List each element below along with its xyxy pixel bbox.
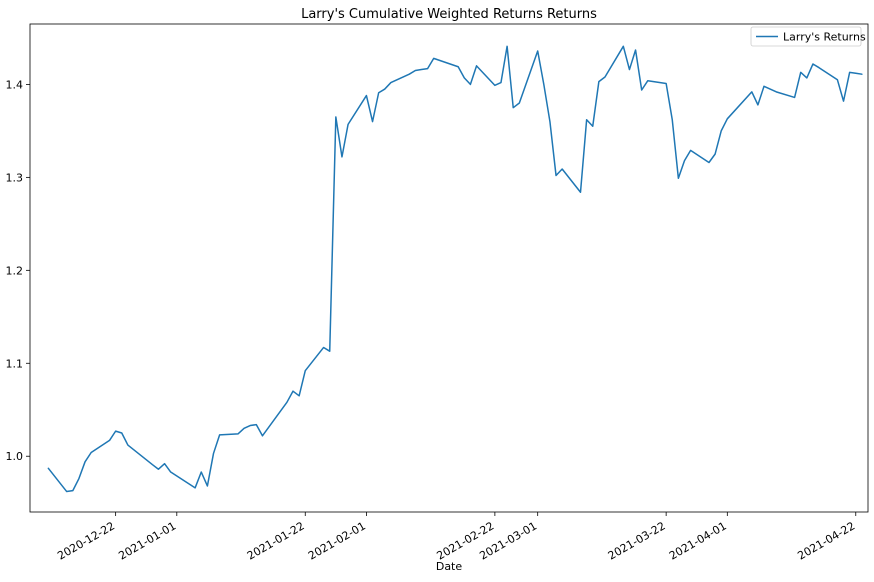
x-tick-label: 2021-01-01: [116, 519, 178, 562]
y-tick-label: 1.1: [6, 357, 24, 370]
chart-title: Larry's Cumulative Weighted Returns Retu…: [301, 7, 597, 22]
x-tick-label: 2021-04-01: [667, 519, 729, 562]
legend-label: Larry's Returns: [783, 31, 866, 44]
y-tick-label: 1.0: [6, 450, 24, 463]
series-line: [47, 45, 863, 493]
legend: Larry's Returns: [750, 26, 866, 47]
y-tick-label: 1.3: [6, 171, 24, 184]
y-tick-label: 1.2: [6, 264, 24, 277]
x-axis-label: Date: [436, 560, 463, 573]
y-axis: 1.0 1.1 1.2 1.3 1.4: [6, 78, 30, 463]
x-tick-label: 2021-02-01: [306, 519, 368, 562]
x-axis: 2020-12-22 2021-01-01 2021-01-22 2021-02-01…: [55, 512, 857, 563]
x-tick-label: 2020-12-22: [55, 519, 117, 562]
x-tick-label: 2021-04-22: [795, 519, 857, 562]
legend-box: [750, 26, 862, 47]
plot-area: [29, 23, 869, 513]
x-tick-label: 2021-01-22: [245, 519, 307, 562]
y-tick-label: 1.4: [6, 78, 24, 91]
x-tick-label: 2021-03-22: [606, 519, 668, 562]
series-layer: [47, 45, 863, 493]
